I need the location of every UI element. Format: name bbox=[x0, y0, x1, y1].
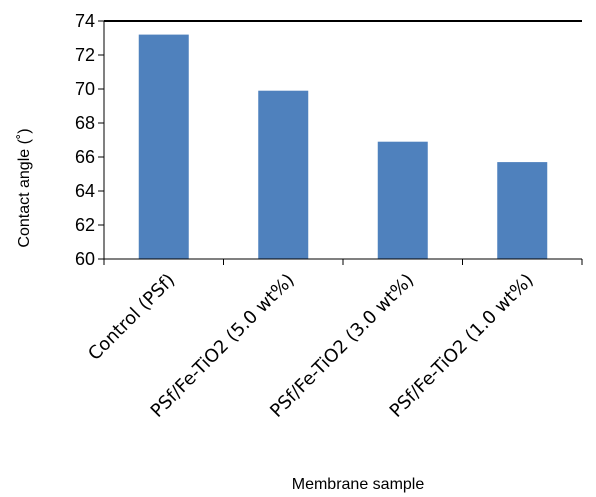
x-tick-labels-group: Control (PSf)PSf/Fe-TiO2 (5.0 wt%)PSf/Fe… bbox=[84, 270, 538, 422]
x-tick-label: Control (PSf) bbox=[84, 270, 179, 365]
bar bbox=[377, 141, 428, 259]
y-tick-label: 64 bbox=[75, 181, 95, 201]
bar bbox=[258, 90, 309, 259]
bars-group bbox=[138, 34, 548, 259]
y-tick-label: 68 bbox=[75, 113, 95, 133]
y-ticks-group: 60 62 64 66 68 70 72 74 bbox=[75, 11, 104, 269]
axes-group bbox=[103, 20, 583, 265]
y-axis-title: Contact angle (˚) bbox=[16, 128, 33, 247]
y-tick-label: 62 bbox=[75, 215, 95, 235]
bar bbox=[138, 34, 189, 259]
x-axis-title: Membrane sample bbox=[292, 476, 425, 493]
y-tick-label: 74 bbox=[75, 11, 95, 31]
y-tick-label: 60 bbox=[75, 249, 95, 269]
y-tick-label: 66 bbox=[75, 147, 95, 167]
y-tick-label: 70 bbox=[75, 79, 95, 99]
bar bbox=[497, 162, 548, 259]
y-tick-label: 72 bbox=[75, 45, 95, 65]
